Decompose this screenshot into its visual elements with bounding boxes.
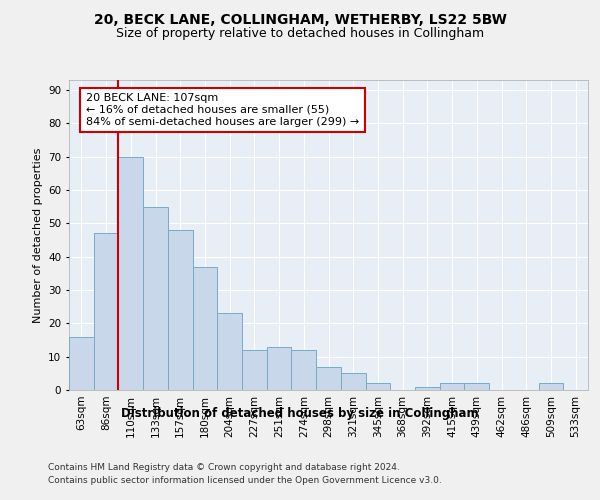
Bar <box>341 374 365 390</box>
Text: Distribution of detached houses by size in Collingham: Distribution of detached houses by size … <box>121 408 479 420</box>
Bar <box>118 156 143 390</box>
Bar <box>365 384 390 390</box>
Text: Size of property relative to detached houses in Collingham: Size of property relative to detached ho… <box>116 28 484 40</box>
Bar <box>193 266 217 390</box>
Bar <box>415 386 440 390</box>
Bar <box>440 384 464 390</box>
Text: Contains public sector information licensed under the Open Government Licence v3: Contains public sector information licen… <box>48 476 442 485</box>
Bar <box>464 384 489 390</box>
Bar <box>217 314 242 390</box>
Y-axis label: Number of detached properties: Number of detached properties <box>32 148 43 322</box>
Text: 20, BECK LANE, COLLINGHAM, WETHERBY, LS22 5BW: 20, BECK LANE, COLLINGHAM, WETHERBY, LS2… <box>94 12 506 26</box>
Bar <box>292 350 316 390</box>
Bar <box>242 350 267 390</box>
Text: Contains HM Land Registry data © Crown copyright and database right 2024.: Contains HM Land Registry data © Crown c… <box>48 462 400 471</box>
Bar <box>267 346 292 390</box>
Bar <box>168 230 193 390</box>
Bar <box>316 366 341 390</box>
Bar <box>539 384 563 390</box>
Bar <box>94 234 118 390</box>
Bar <box>69 336 94 390</box>
Text: 20 BECK LANE: 107sqm
← 16% of detached houses are smaller (55)
84% of semi-detac: 20 BECK LANE: 107sqm ← 16% of detached h… <box>86 94 359 126</box>
Bar <box>143 206 168 390</box>
